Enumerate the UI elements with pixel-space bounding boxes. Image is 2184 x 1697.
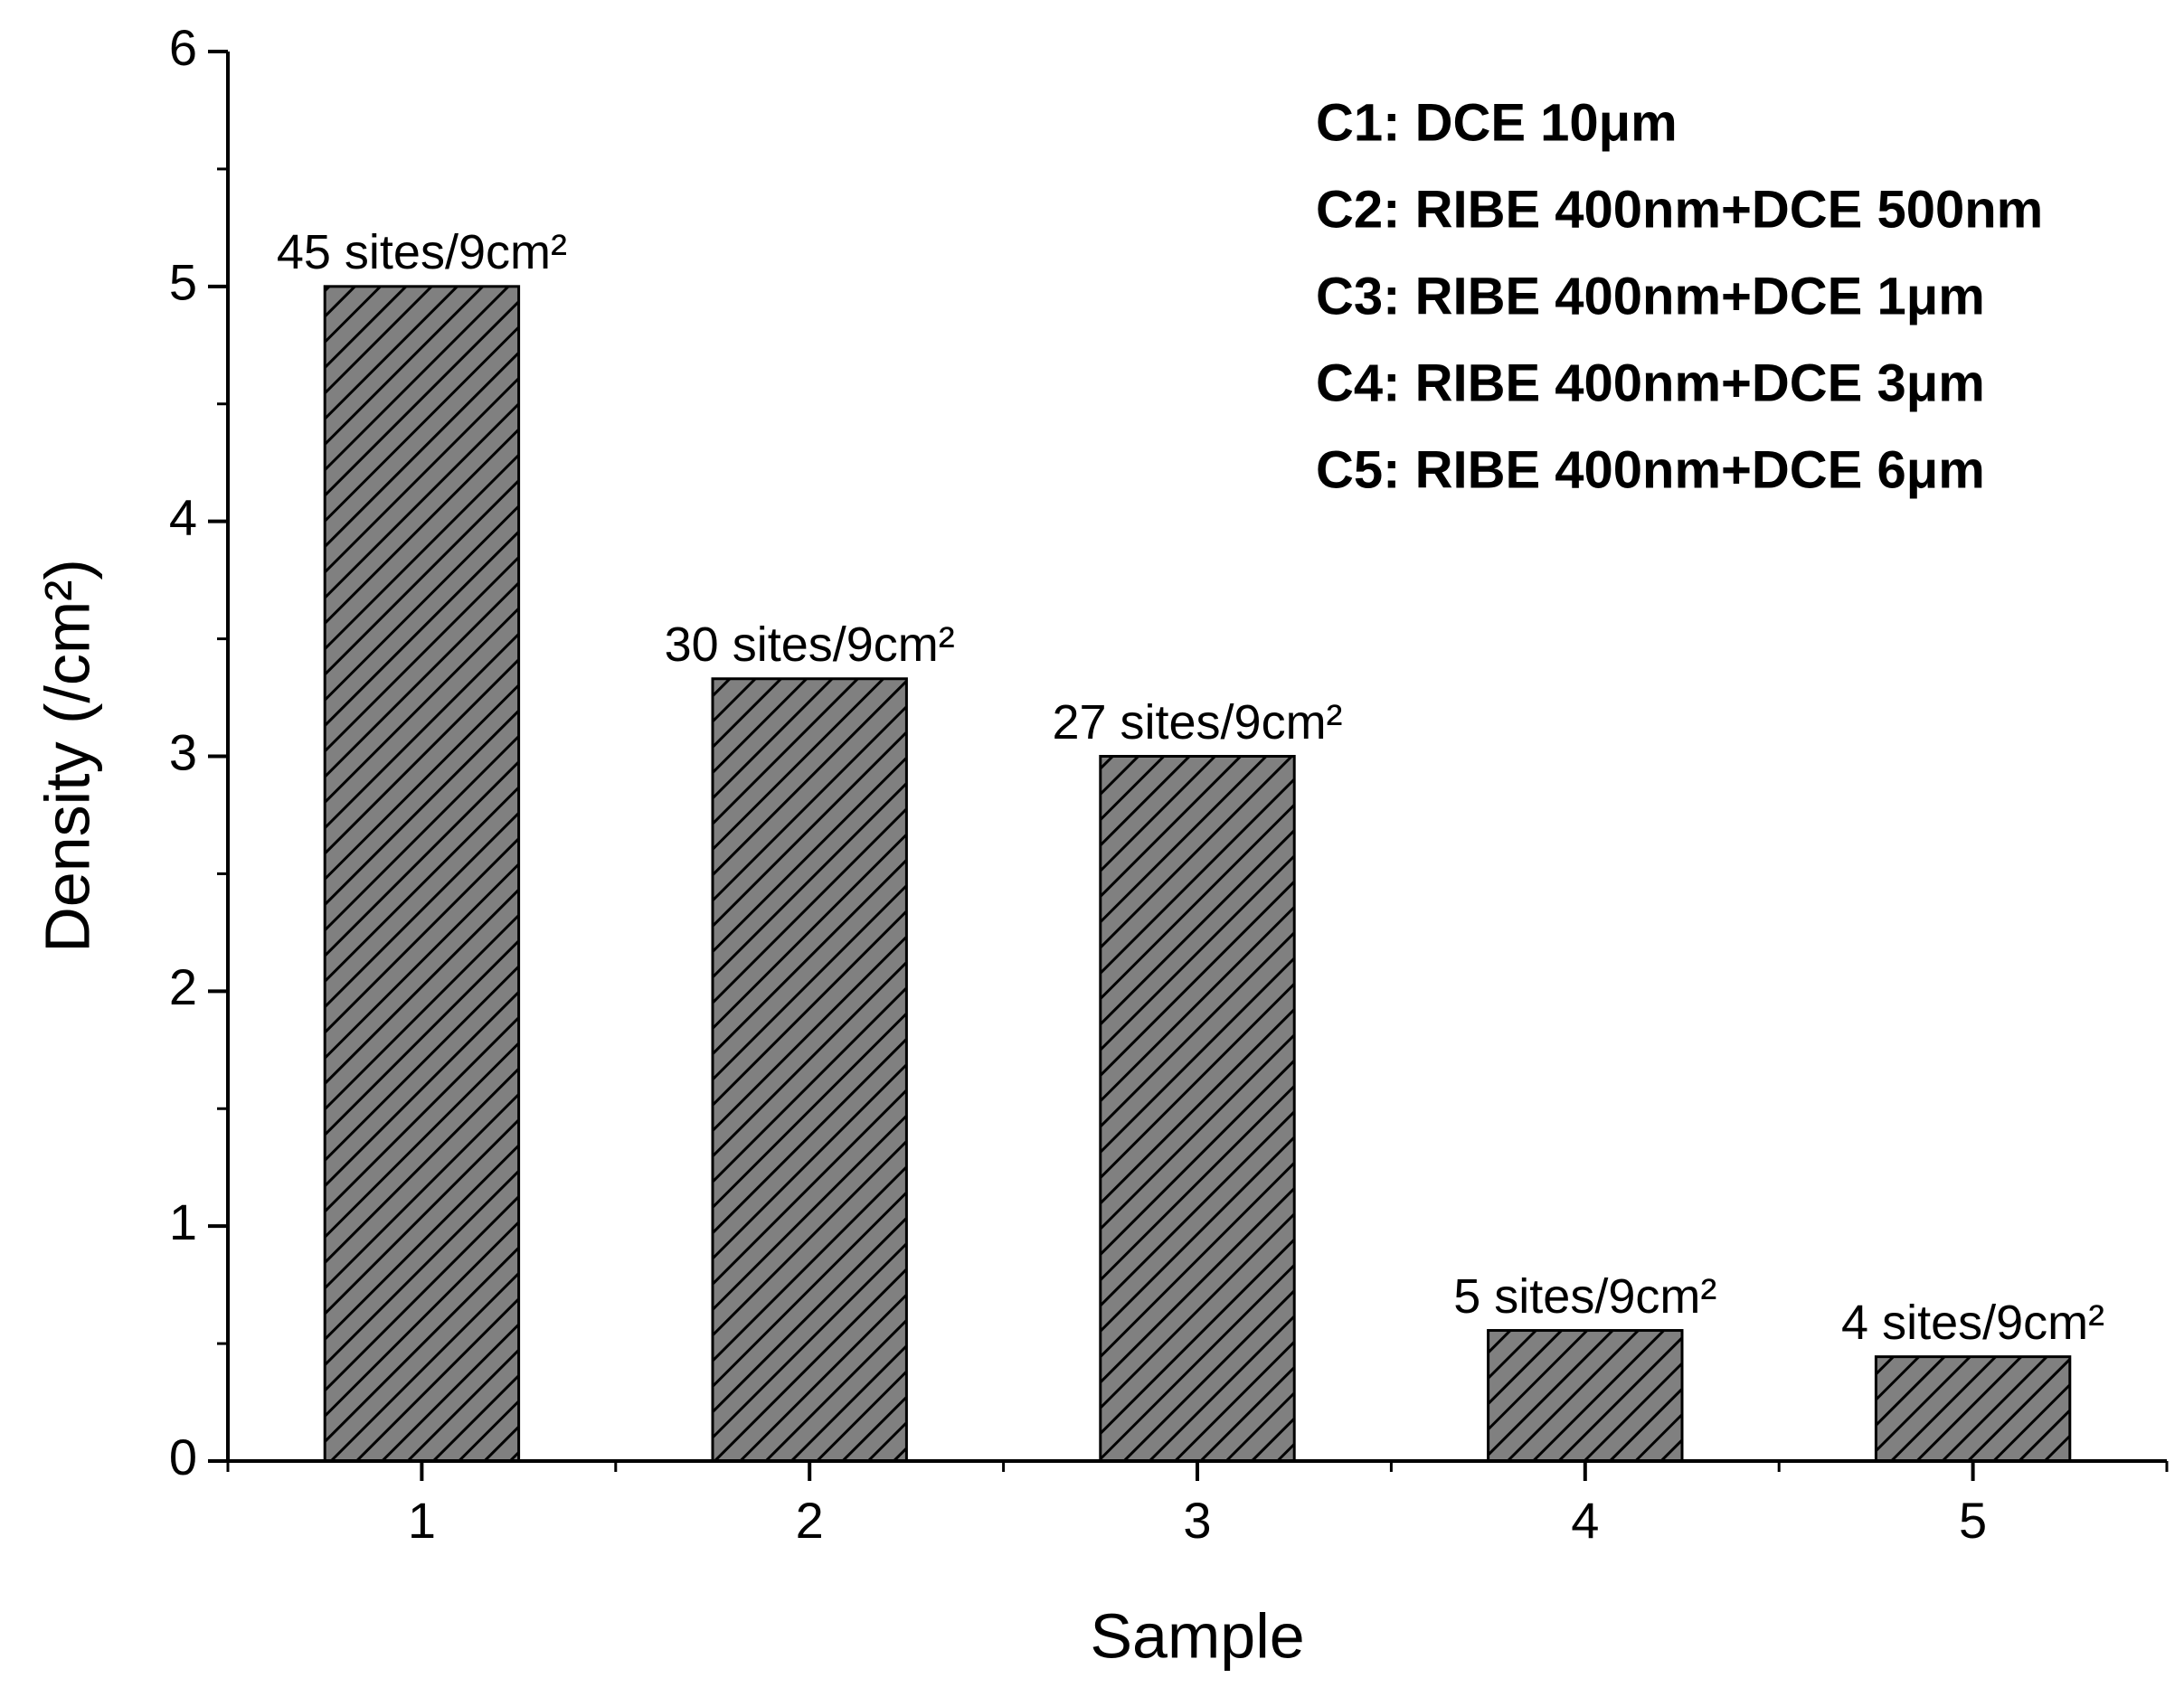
bar xyxy=(1099,755,1296,1463)
y-tick-label: 4 xyxy=(169,488,197,545)
x-tick-label: 3 xyxy=(1183,1492,1211,1549)
value-label: 27 sites/9cm² xyxy=(1052,695,1342,750)
value-label: 45 sites/9cm² xyxy=(277,225,567,279)
x-tick-label: 2 xyxy=(796,1492,824,1549)
value-label: 5 sites/9cm² xyxy=(1453,1269,1716,1324)
legend-text: C1: DCE 10μm xyxy=(1316,93,1678,152)
x-tick-label: 1 xyxy=(408,1492,436,1549)
legend-text: C4: RIBE 400nm+DCE 3μm xyxy=(1316,354,1985,412)
value-label: 4 sites/9cm² xyxy=(1841,1296,2104,1350)
y-tick-label: 2 xyxy=(169,958,197,1015)
y-tick-label: 5 xyxy=(169,254,197,311)
y-tick-label: 1 xyxy=(169,1193,197,1250)
y-tick-label: 0 xyxy=(169,1428,197,1485)
bar xyxy=(711,677,908,1463)
legend-text: C3: RIBE 400nm+DCE 1μm xyxy=(1316,267,1985,325)
legend-text: C2: RIBE 400nm+DCE 500nm xyxy=(1316,180,2043,239)
y-axis-title: Density (/cm²) xyxy=(32,559,102,953)
bar xyxy=(323,285,521,1463)
x-axis-title: Sample xyxy=(1090,1600,1304,1671)
legend-text: C5: RIBE 400nm+DCE 6μm xyxy=(1316,440,1985,499)
y-tick-label: 6 xyxy=(169,19,197,76)
x-tick-label: 4 xyxy=(1571,1492,1599,1549)
y-tick-label: 3 xyxy=(169,723,197,780)
bar xyxy=(1487,1329,1684,1463)
value-label: 30 sites/9cm² xyxy=(665,618,955,672)
bar xyxy=(1874,1355,2072,1463)
x-tick-label: 5 xyxy=(1959,1492,1987,1549)
